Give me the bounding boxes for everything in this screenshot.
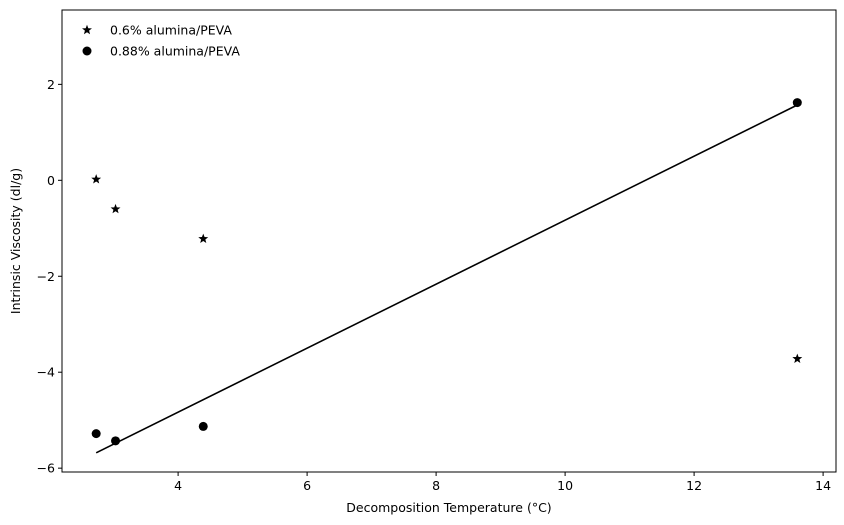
circle-point (111, 436, 121, 446)
x-tick-label: 4 (174, 478, 182, 493)
plot-frame (61, 9, 837, 473)
legend-entry-label: 0.88% alumina/PEVA (110, 44, 240, 59)
circle-point (198, 421, 208, 431)
y-tick-label: −2 (37, 269, 55, 284)
legend: 0.6% alumina/PEVA 0.88% alumina/PEVA (82, 23, 240, 59)
x-tick-label: 14 (815, 478, 831, 493)
star-point (198, 233, 209, 244)
x-tick-label: 12 (686, 478, 702, 493)
x-tick-label: 10 (557, 478, 573, 493)
legend-entry-label: 0.6% alumina/PEVA (110, 23, 232, 38)
y-tick-label: 0 (47, 173, 55, 188)
legend-star-marker (82, 24, 92, 35)
legend-circle-marker (82, 46, 92, 56)
x-axis: 4 6 8 10 12 14 (174, 472, 831, 493)
y-tick-label: −4 (37, 365, 55, 380)
data-points-layer (91, 98, 803, 446)
circle-point (792, 98, 802, 108)
star-point (91, 174, 102, 184)
x-axis-label: Decomposition Temperature (°C) (346, 500, 551, 515)
x-tick-label: 8 (432, 478, 440, 493)
star-point (792, 353, 803, 363)
circle-point (91, 429, 101, 439)
plot-area (61, 9, 837, 473)
x-tick-label: 6 (303, 478, 311, 493)
y-axis-label: Intrinsic Viscosity (dl/g) (8, 168, 23, 314)
star-point (110, 203, 121, 214)
y-tick-label: −6 (37, 461, 55, 476)
y-axis: −6 −4 −2 0 2 (37, 77, 62, 476)
fit-line-layer (95, 104, 798, 454)
y-tick-label: 2 (47, 77, 55, 92)
fit-line (95, 104, 798, 454)
